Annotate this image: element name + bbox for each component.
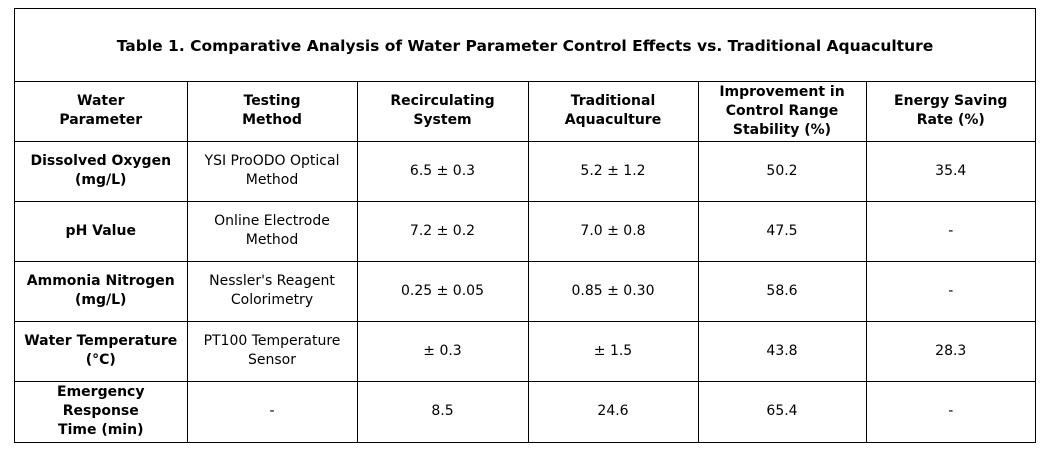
cell-traditional: 7.0 ± 0.8 [527,200,699,262]
cell-recirculating: 7.2 ± 0.2 [356,200,529,262]
header-energy-saving-rate: Energy Saving Rate (%) [865,82,1035,142]
cell-energy-saving: - [865,260,1035,322]
cell-traditional: ± 1.5 [527,320,699,382]
cell-energy-saving: - [865,380,1035,442]
cell-improvement: 65.4 [697,380,867,442]
cell-traditional: 0.85 ± 0.30 [527,260,699,322]
cell-improvement: 58.6 [697,260,867,322]
cell-method: PT100 Temperature Sensor [186,320,358,382]
cell-method: Nessler's Reagent Colorimetry [186,260,358,322]
table-row: Water Temperature (°C) PT100 Temperature… [15,320,1035,382]
table-row: pH Value Online Electrode Method 7.2 ± 0… [15,200,1035,262]
comparison-table: Water Parameter Testing Method Recircula… [15,82,1035,442]
table-row: Ammonia Nitrogen (mg/L) Nessler's Reagen… [15,260,1035,322]
header-improvement-stability: Improvement in Control Range Stability (… [697,82,867,142]
table-container: Table 1. Comparative Analysis of Water P… [14,8,1036,443]
cell-parameter: pH Value [15,200,188,262]
header-recirculating-system: Recirculating System [356,82,529,142]
cell-method: - [186,380,358,442]
cell-energy-saving: 28.3 [865,320,1035,382]
header-testing-method: Testing Method [186,82,358,142]
table-title: Table 1. Comparative Analysis of Water P… [15,9,1035,82]
table-row: Dissolved Oxygen (mg/L) YSI ProODO Optic… [15,140,1035,202]
cell-parameter: Ammonia Nitrogen (mg/L) [15,260,188,322]
cell-energy-saving: - [865,200,1035,262]
cell-recirculating: 6.5 ± 0.3 [356,140,529,202]
table-row: Emergency Response Time (min) - 8.5 24.6… [15,380,1035,442]
cell-traditional: 5.2 ± 1.2 [527,140,699,202]
cell-method: YSI ProODO Optical Method [186,140,358,202]
cell-recirculating: ± 0.3 [356,320,529,382]
header-water-parameter: Water Parameter [15,82,188,142]
cell-recirculating: 0.25 ± 0.05 [356,260,529,322]
cell-recirculating: 8.5 [356,380,529,442]
cell-improvement: 43.8 [697,320,867,382]
cell-method: Online Electrode Method [186,200,358,262]
cell-improvement: 50.2 [697,140,867,202]
cell-energy-saving: 35.4 [865,140,1035,202]
cell-parameter: Dissolved Oxygen (mg/L) [15,140,188,202]
header-row: Water Parameter Testing Method Recircula… [15,82,1035,142]
cell-parameter: Emergency Response Time (min) [15,380,188,442]
cell-parameter: Water Temperature (°C) [15,320,188,382]
header-traditional-aquaculture: Traditional Aquaculture [527,82,699,142]
cell-traditional: 24.6 [527,380,699,442]
cell-improvement: 47.5 [697,200,867,262]
